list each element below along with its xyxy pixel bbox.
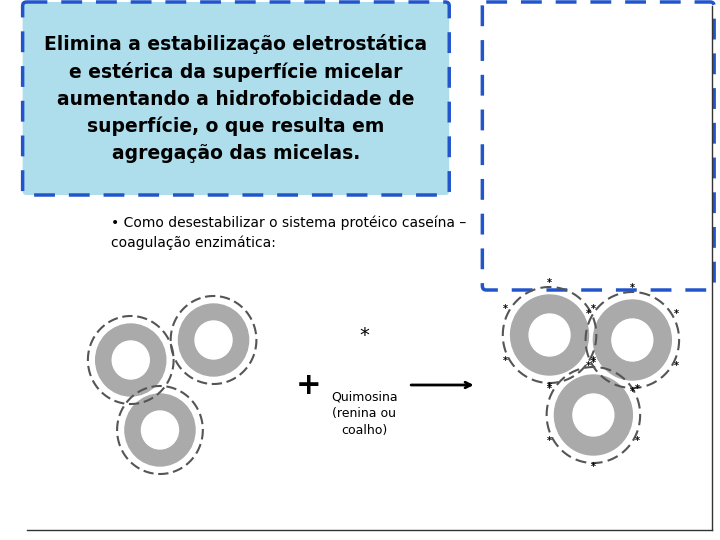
Circle shape: [125, 394, 195, 466]
Text: *: *: [630, 283, 635, 293]
Circle shape: [195, 321, 232, 359]
Text: *: *: [591, 358, 596, 368]
Text: • Como desestabilizar o sistema protéico caseína –
coagulação enzimática:: • Como desestabilizar o sistema protéico…: [112, 215, 467, 249]
Text: *: *: [674, 309, 679, 319]
Text: *: *: [547, 278, 552, 288]
Text: *: *: [635, 384, 640, 394]
Text: *: *: [586, 361, 591, 371]
Circle shape: [593, 300, 671, 380]
Circle shape: [573, 394, 614, 436]
Text: *: *: [674, 361, 679, 371]
FancyBboxPatch shape: [22, 2, 449, 195]
Text: *: *: [591, 462, 596, 472]
Text: Quimosina
(renina ou
coalho): Quimosina (renina ou coalho): [331, 390, 398, 437]
Text: *: *: [586, 309, 591, 319]
Circle shape: [112, 341, 149, 379]
Text: *: *: [503, 356, 508, 366]
Text: *: *: [591, 304, 596, 314]
Circle shape: [141, 411, 179, 449]
Text: Elimina a estabilização eletrostática
e estérica da superfície micelar
aumentand: Elimina a estabilização eletrostática e …: [45, 35, 428, 163]
Text: *: *: [547, 382, 552, 392]
Circle shape: [96, 324, 166, 396]
Circle shape: [554, 375, 632, 455]
Circle shape: [510, 295, 588, 375]
Circle shape: [529, 314, 570, 356]
Text: *: *: [591, 356, 596, 366]
Text: *: *: [359, 326, 369, 345]
Text: *: *: [547, 384, 552, 394]
Text: *: *: [547, 436, 552, 446]
Text: +: +: [296, 370, 322, 400]
Text: *: *: [630, 387, 635, 397]
Text: *: *: [503, 304, 508, 314]
Text: *: *: [635, 436, 640, 446]
Circle shape: [612, 319, 653, 361]
Circle shape: [179, 304, 248, 376]
